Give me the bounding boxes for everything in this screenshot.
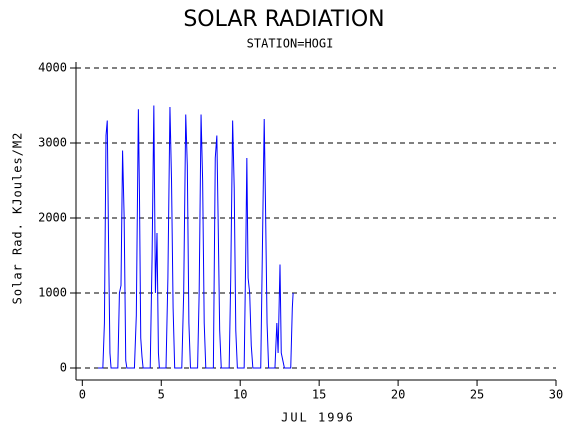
chart-title: SOLAR RADIATION xyxy=(183,7,384,32)
y-tick-label: 4000 xyxy=(38,61,67,75)
y-axis-label: Solar Rad. KJoules/M2 xyxy=(11,132,25,305)
x-tick-label: 15 xyxy=(312,388,326,402)
data-line xyxy=(98,105,294,369)
y-tick-label: 1000 xyxy=(38,286,67,300)
x-tick-label: 5 xyxy=(158,388,165,402)
y-tick-label: 3000 xyxy=(38,136,67,150)
x-tick-label: 25 xyxy=(470,388,484,402)
x-axis-label: JUL 1996 xyxy=(281,411,355,425)
x-tick-label: 0 xyxy=(79,388,86,402)
x-tick-label: 10 xyxy=(233,388,247,402)
x-tick-label: 20 xyxy=(391,388,405,402)
y-tick-label: 2000 xyxy=(38,211,67,225)
x-tick-label: 30 xyxy=(549,388,563,402)
chart-subtitle: STATION=HOGI xyxy=(247,37,334,51)
y-tick-label: 0 xyxy=(60,361,67,375)
